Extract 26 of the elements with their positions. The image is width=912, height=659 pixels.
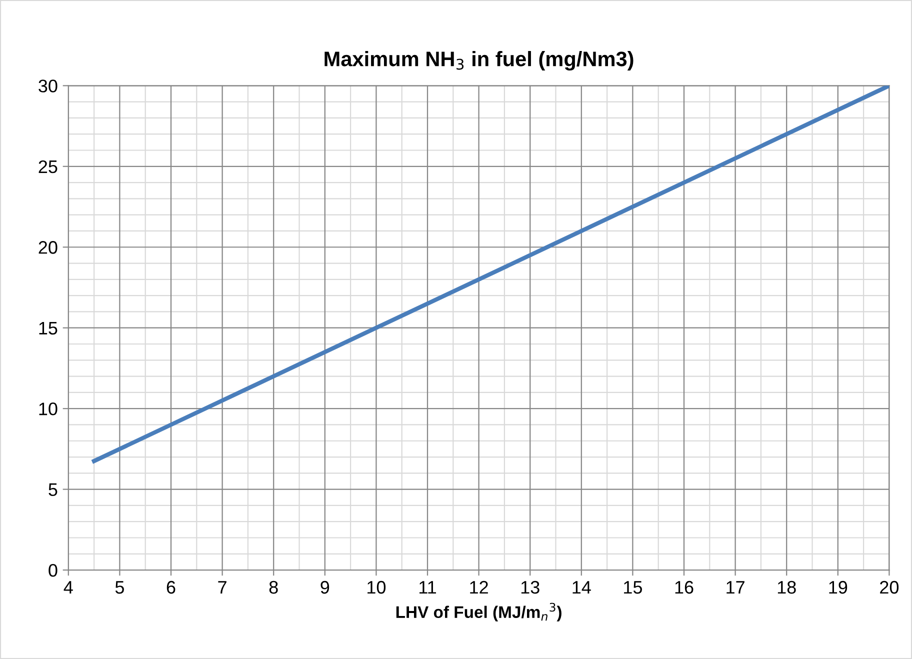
x-tick-label: 15 <box>624 581 642 594</box>
y-tick-label: 10 <box>39 402 58 416</box>
x-tick-label: 20 <box>880 580 899 594</box>
chart-title: Maximum NH$_{3}$ in fuel (mg/Nm3) <box>324 51 634 71</box>
x-tick-label: 12 <box>470 580 488 594</box>
y-tick-label: 15 <box>39 322 58 335</box>
x-tick-label: 11 <box>420 581 436 594</box>
x-tick-label: 9 <box>320 580 330 594</box>
x-tick-label: 4 <box>64 581 73 594</box>
x-tick-label: 5 <box>115 581 124 594</box>
x-tick-label: 7 <box>218 581 226 594</box>
y-tick-label: 30 <box>38 80 58 92</box>
y-tick-label: 25 <box>38 160 58 174</box>
x-tick-label: 14 <box>572 581 591 594</box>
y-tick-label: 20 <box>38 241 58 254</box>
x-tick-label: 19 <box>829 580 848 594</box>
x-tick-label: 10 <box>368 580 386 594</box>
x-tick-label: 18 <box>778 580 796 594</box>
y-tick-label: 0 <box>48 564 58 577</box>
x-tick-label: 13 <box>521 580 540 594</box>
x-tick-label: 6 <box>166 580 176 594</box>
x-tick-label: 8 <box>269 580 278 594</box>
x-tick-label: 17 <box>726 581 744 594</box>
y-tick-label: 5 <box>48 483 58 496</box>
x-tick-label: 16 <box>675 580 694 594</box>
x-axis-title: LHV of Fuel (MJ/m$_{n}$$^{3}$) <box>396 602 562 622</box>
